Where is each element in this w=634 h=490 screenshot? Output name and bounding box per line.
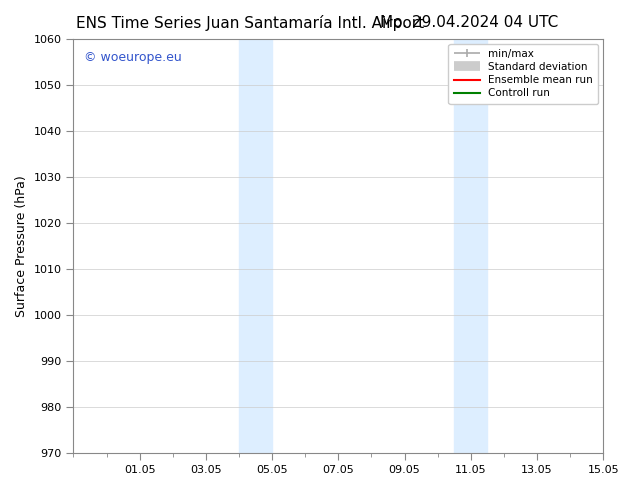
Legend: min/max, Standard deviation, Ensemble mean run, Controll run: min/max, Standard deviation, Ensemble me…	[448, 44, 598, 103]
Y-axis label: Surface Pressure (hPa): Surface Pressure (hPa)	[15, 175, 28, 317]
Text: ENS Time Series Juan Santamaría Intl. Airport: ENS Time Series Juan Santamaría Intl. Ai…	[76, 15, 424, 31]
Bar	[239, 39, 272, 453]
Text: © woeurope.eu: © woeurope.eu	[84, 51, 182, 64]
Bar	[454, 39, 488, 453]
Text: Mo. 29.04.2024 04 UTC: Mo. 29.04.2024 04 UTC	[380, 15, 558, 30]
